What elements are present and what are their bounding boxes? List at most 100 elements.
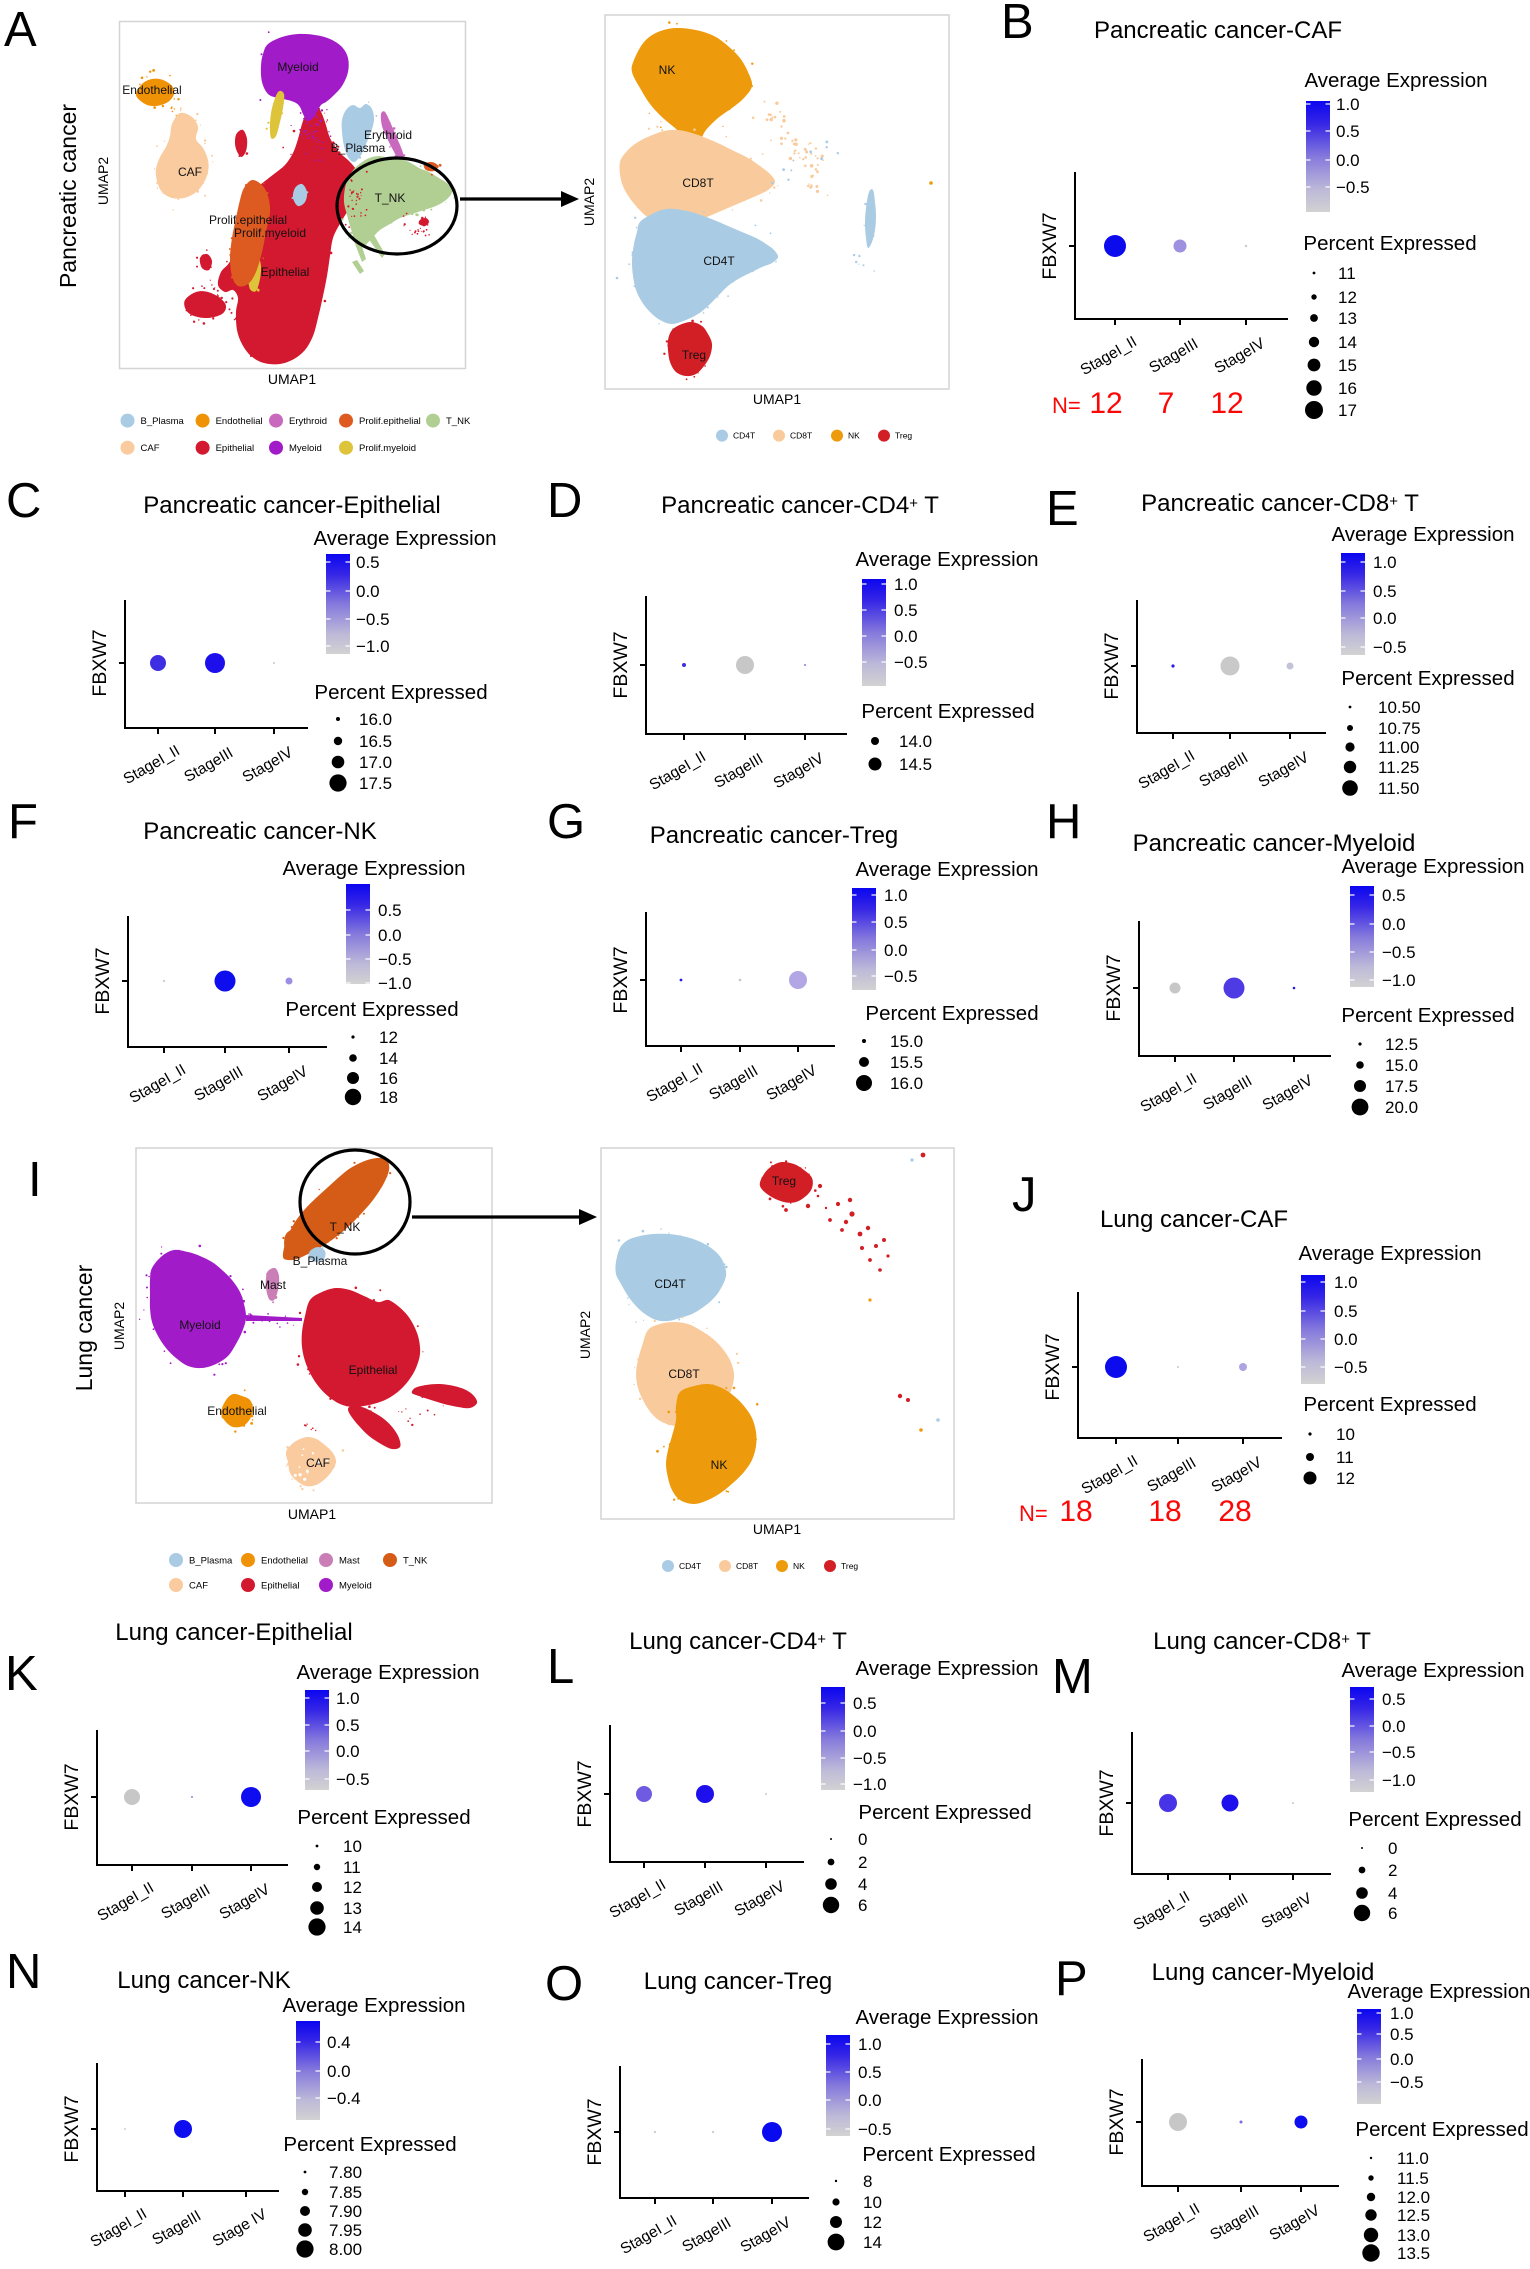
svg-text:D: D (547, 474, 582, 528)
svg-text:Percent Expressed: Percent Expressed (1303, 1393, 1476, 1416)
svg-text:7.95: 7.95 (329, 2221, 362, 2240)
svg-text:Average Expression: Average Expression (1347, 1980, 1530, 2003)
svg-text:Average Expression: Average Expression (1304, 69, 1487, 92)
svg-text:N=: N= (1052, 393, 1081, 418)
svg-text:1.0: 1.0 (1334, 1273, 1358, 1292)
svg-text:6: 6 (858, 1896, 867, 1915)
svg-text:1.0: 1.0 (336, 1689, 360, 1708)
svg-text:0.5: 0.5 (336, 1716, 360, 1735)
svg-text:0.0: 0.0 (1390, 2050, 1414, 2069)
svg-text:Average Expression: Average Expression (1341, 1659, 1524, 1682)
svg-text:0.0: 0.0 (1334, 1330, 1358, 1349)
svg-text:0.5: 0.5 (853, 1694, 877, 1713)
svg-text:7.85: 7.85 (329, 2183, 362, 2202)
svg-text:Prolif.myeloid: Prolif.myeloid (359, 443, 416, 454)
svg-text:Lung cancer: Lung cancer (71, 1264, 97, 1391)
svg-text:1.0: 1.0 (894, 575, 918, 594)
svg-text:13: 13 (343, 1899, 362, 1918)
svg-text:2: 2 (1388, 1861, 1397, 1880)
svg-text:12.5: 12.5 (1385, 1035, 1418, 1054)
svg-text:CAF: CAF (189, 1581, 208, 1592)
svg-text:12: 12 (863, 2213, 882, 2232)
svg-text:Percent Expressed: Percent Expressed (865, 1002, 1038, 1025)
svg-text:10: 10 (863, 2193, 882, 2212)
svg-text:B_Plasma: B_Plasma (141, 416, 185, 427)
svg-text:8.00: 8.00 (329, 2240, 362, 2259)
svg-text:0: 0 (858, 1830, 867, 1849)
svg-text:Percent Expressed: Percent Expressed (283, 2133, 456, 2156)
svg-text:FBXW7: FBXW7 (92, 947, 114, 1014)
svg-text:Myeloid: Myeloid (277, 60, 318, 74)
svg-text:0.5: 0.5 (1382, 1690, 1406, 1709)
svg-text:Percent Expressed: Percent Expressed (1303, 232, 1476, 255)
svg-text:Epithelial: Epithelial (261, 265, 310, 279)
svg-text:28: 28 (1218, 1495, 1251, 1528)
svg-text:Treg: Treg (895, 431, 912, 441)
svg-text:Average Expression: Average Expression (1341, 855, 1524, 878)
svg-text:N: N (6, 1945, 41, 1999)
svg-text:−0.5: −0.5 (853, 1749, 887, 1768)
svg-text:CD4T: CD4T (733, 431, 755, 441)
svg-text:0.0: 0.0 (1382, 1717, 1406, 1736)
svg-text:14.0: 14.0 (899, 732, 932, 751)
svg-text:12: 12 (1338, 288, 1357, 307)
svg-text:Lung cancer-Epithelial: Lung cancer-Epithelial (115, 1619, 352, 1646)
svg-text:11.00: 11.00 (1378, 738, 1419, 757)
svg-text:Endothelial: Endothelial (122, 83, 181, 97)
svg-text:10: 10 (343, 1837, 362, 1856)
svg-text:CAF: CAF (306, 1456, 330, 1470)
svg-text:8: 8 (863, 2172, 872, 2191)
svg-text:Treg: Treg (772, 1174, 796, 1188)
svg-text:4: 4 (1388, 1884, 1397, 1903)
svg-text:T_NK: T_NK (403, 1556, 428, 1567)
svg-text:12: 12 (1089, 387, 1122, 420)
svg-text:FBXW7: FBXW7 (1103, 954, 1125, 1021)
svg-text:Lung cancer-CD8+ T: Lung cancer-CD8+ T (1153, 1628, 1371, 1655)
svg-text:Erythroid: Erythroid (364, 128, 412, 142)
svg-text:16.5: 16.5 (359, 732, 392, 751)
svg-text:12: 12 (379, 1028, 398, 1047)
svg-text:0.0: 0.0 (1373, 609, 1397, 628)
svg-text:NK: NK (711, 1458, 728, 1472)
svg-text:Pancreatic cancer-CD8+ T: Pancreatic cancer-CD8+ T (1141, 490, 1419, 517)
svg-text:Average Expression: Average Expression (855, 1657, 1038, 1680)
svg-text:0.5: 0.5 (884, 913, 908, 932)
svg-text:UMAP1: UMAP1 (268, 371, 316, 387)
svg-text:Pancreatic cancer-Treg: Pancreatic cancer-Treg (650, 822, 899, 849)
svg-text:Lung cancer-Treg: Lung cancer-Treg (644, 1968, 833, 1995)
svg-text:17.5: 17.5 (359, 774, 392, 793)
svg-text:13.0: 13.0 (1397, 2226, 1430, 2245)
svg-text:Pancreatic cancer-Epithelial: Pancreatic cancer-Epithelial (143, 492, 440, 519)
svg-text:0.0: 0.0 (1382, 915, 1406, 934)
svg-text:FBXW7: FBXW7 (610, 631, 632, 698)
svg-text:18: 18 (1148, 1495, 1181, 1528)
svg-text:Percent Expressed: Percent Expressed (1355, 2118, 1528, 2141)
svg-text:Average Expression: Average Expression (855, 548, 1038, 571)
svg-text:J: J (1012, 1168, 1037, 1222)
svg-text:Pancreatic cancer-Myeloid: Pancreatic cancer-Myeloid (1133, 830, 1416, 857)
svg-text:A: A (4, 3, 37, 57)
svg-text:0.5: 0.5 (858, 2063, 882, 2082)
svg-text:F: F (8, 795, 38, 849)
svg-text:CAF: CAF (141, 443, 160, 454)
svg-text:1.0: 1.0 (1373, 553, 1397, 572)
svg-text:FBXW7: FBXW7 (584, 2098, 606, 2165)
svg-text:Percent Expressed: Percent Expressed (1341, 667, 1514, 690)
svg-text:UMAP1: UMAP1 (753, 391, 801, 407)
svg-text:Percent Expressed: Percent Expressed (1348, 1808, 1521, 1831)
svg-text:−0.5: −0.5 (884, 967, 918, 986)
svg-text:O: O (545, 1957, 583, 2011)
svg-text:13: 13 (1338, 309, 1357, 328)
svg-text:Average Expression: Average Expression (296, 1661, 479, 1684)
svg-text:Percent Expressed: Percent Expressed (862, 2143, 1035, 2166)
svg-text:E: E (1046, 482, 1079, 536)
svg-text:Treg: Treg (841, 1561, 858, 1571)
svg-text:16.0: 16.0 (359, 710, 392, 729)
svg-text:CD4T: CD4T (703, 254, 735, 268)
svg-text:Average Expression: Average Expression (855, 858, 1038, 881)
svg-text:Lung cancer-CD4+ T: Lung cancer-CD4+ T (629, 1628, 847, 1655)
svg-text:FBXW7: FBXW7 (610, 946, 632, 1013)
svg-text:12: 12 (1336, 1469, 1355, 1488)
svg-text:17.0: 17.0 (359, 753, 392, 772)
svg-text:0.0: 0.0 (378, 926, 402, 945)
